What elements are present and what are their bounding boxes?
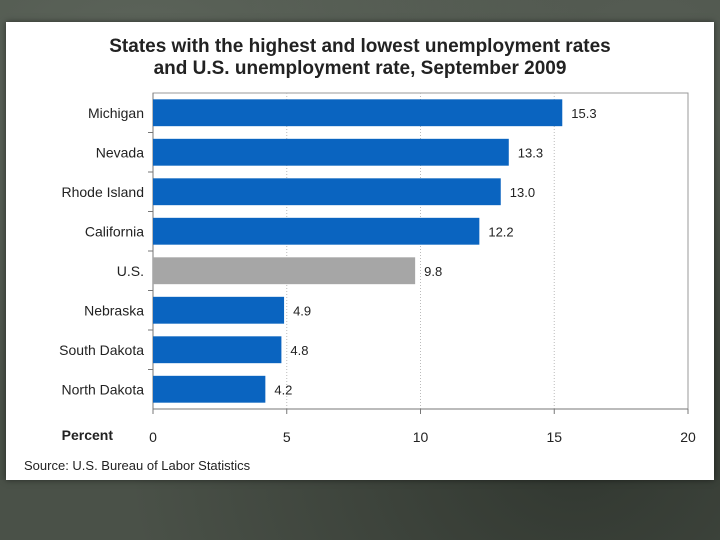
slide-panel: States with the highest and lowest unemp… (6, 22, 714, 480)
x-axis-label: Percent (62, 427, 114, 443)
bar-michigan (153, 99, 563, 127)
category-label: U.S. (117, 263, 144, 279)
category-label: California (85, 223, 144, 239)
bar-nebraska (153, 296, 285, 324)
category-label: Michigan (88, 105, 144, 121)
category-label: North Dakota (62, 381, 145, 397)
bar-south-dakota (153, 336, 282, 364)
x-tick-label: 0 (149, 429, 157, 445)
value-label: 13.0 (510, 185, 535, 200)
value-label: 12.2 (488, 224, 513, 239)
chart-title-line-1: States with the highest and lowest unemp… (109, 36, 611, 57)
x-tick-label: 5 (283, 429, 291, 445)
category-label: Nebraska (84, 302, 144, 318)
source-note: Source: U.S. Bureau of Labor Statistics (24, 458, 251, 473)
x-tick-label: 15 (546, 429, 562, 445)
bar-u-s (153, 257, 416, 285)
value-label: 4.8 (290, 343, 308, 358)
x-tick-label: 20 (680, 429, 696, 445)
bar-chart: Michigan 15.3 Nevada 13.3 Rhode Island 13.0 Ca… (59, 92, 696, 445)
value-label: 9.8 (424, 264, 442, 279)
bar-rhode-island (153, 178, 501, 206)
category-label: South Dakota (59, 342, 144, 358)
category-label: Nevada (96, 144, 144, 160)
x-tick-label: 10 (413, 429, 429, 445)
value-label: 13.3 (518, 145, 543, 160)
bar-california (153, 217, 480, 245)
value-label: 4.2 (274, 382, 292, 397)
bar-nevada (153, 138, 509, 166)
value-label: 4.9 (293, 303, 311, 318)
category-label: Rhode Island (61, 184, 144, 200)
value-label: 15.3 (571, 106, 596, 121)
bar-north-dakota (153, 375, 266, 403)
chart-title: States with the highest and lowest unemp… (6, 36, 714, 80)
chart-title-line-2: and U.S. unemployment rate, September 20… (153, 58, 567, 79)
